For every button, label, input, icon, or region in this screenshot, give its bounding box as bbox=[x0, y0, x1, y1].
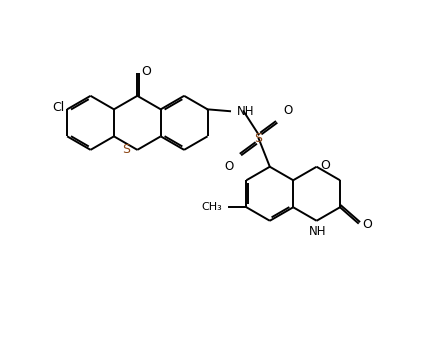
Text: O: O bbox=[283, 104, 293, 117]
Text: Cl: Cl bbox=[52, 101, 64, 114]
Text: CH₃: CH₃ bbox=[201, 202, 221, 211]
Text: S: S bbox=[255, 132, 263, 145]
Text: NH: NH bbox=[309, 225, 326, 238]
Text: S: S bbox=[123, 143, 131, 156]
Text: O: O bbox=[224, 160, 234, 173]
Text: O: O bbox=[141, 65, 151, 78]
Text: NH: NH bbox=[237, 105, 254, 118]
Text: O: O bbox=[320, 159, 330, 172]
Text: O: O bbox=[362, 218, 372, 231]
